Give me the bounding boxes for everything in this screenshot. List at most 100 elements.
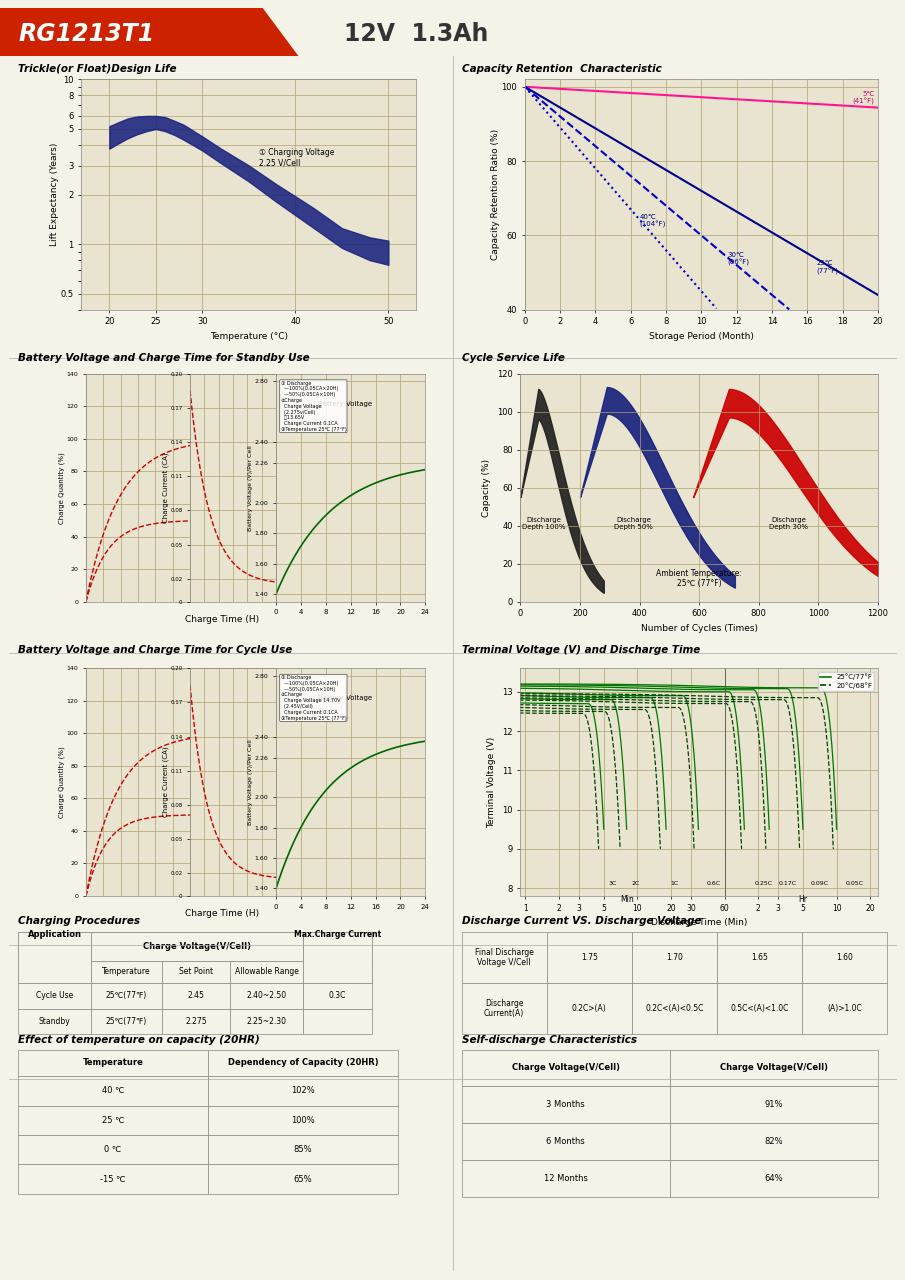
Text: 0.3C: 0.3C [329, 991, 347, 1001]
Text: 25℃(77℉): 25℃(77℉) [106, 1016, 147, 1027]
Text: Discharge
Depth 50%: Discharge Depth 50% [614, 517, 653, 530]
Y-axis label: Lift Expectancy (Years): Lift Expectancy (Years) [51, 143, 60, 246]
Bar [208, 1135, 398, 1165]
Bar [303, 932, 372, 960]
Bar [18, 960, 90, 983]
Text: 5℃
(41°F): 5℃ (41°F) [853, 91, 874, 105]
Text: (A)>1.0C: (A)>1.0C [827, 1004, 862, 1014]
Text: RG1213T1: RG1213T1 [18, 23, 155, 46]
Bar [632, 932, 717, 983]
Text: Self-discharge Characteristics: Self-discharge Characteristics [462, 1036, 636, 1046]
Bar [208, 1165, 398, 1194]
Text: Dependency of Capacity (20HR): Dependency of Capacity (20HR) [228, 1059, 378, 1068]
Text: 91%: 91% [765, 1101, 783, 1110]
Text: ① Discharge
  —100%(0.05CA×20H)
  —50%(0.05CA×10H)
②Charge
  Charge Voltage
  (2: ① Discharge —100%(0.05CA×20H) —50%(0.05C… [281, 380, 347, 431]
Bar [670, 1160, 878, 1197]
Text: 0.5C<(A)<1.0C: 0.5C<(A)<1.0C [730, 1004, 788, 1014]
Bar [18, 932, 90, 960]
Text: 2C: 2C [632, 881, 640, 886]
Bar [717, 983, 802, 1034]
Text: Battery Voltage: Battery Voltage [318, 401, 372, 407]
Bar [231, 932, 303, 960]
Y-axis label: Capacity Retention Ratio (%): Capacity Retention Ratio (%) [491, 129, 500, 260]
Bar [208, 1106, 398, 1135]
Bar [162, 932, 231, 960]
Text: Discharge
Depth 100%: Discharge Depth 100% [522, 517, 566, 530]
Bar [717, 932, 802, 983]
Y-axis label: Charge Current (CA): Charge Current (CA) [162, 746, 168, 818]
Y-axis label: Capacity (%): Capacity (%) [482, 458, 491, 517]
Text: Charge Voltage(V/Cell): Charge Voltage(V/Cell) [511, 1064, 620, 1073]
Text: 0.6C: 0.6C [707, 881, 721, 886]
Text: 1.75: 1.75 [581, 952, 597, 963]
Text: ① Charging Voltage
2.25 V/Cell: ① Charging Voltage 2.25 V/Cell [259, 148, 334, 168]
Text: Set Point: Set Point [179, 968, 214, 977]
Text: Ambient Temperature:
25℃ (77°F): Ambient Temperature: 25℃ (77°F) [656, 570, 742, 589]
Text: Cycle Service Life: Cycle Service Life [462, 353, 565, 364]
Bar [162, 960, 231, 983]
Text: Discharge
Current(A): Discharge Current(A) [484, 998, 524, 1019]
Text: 85%: 85% [294, 1146, 312, 1155]
Legend: 25°C/77°F, 20°C/68°F: 25°C/77°F, 20°C/68°F [818, 672, 874, 691]
Text: 0.2C>(A): 0.2C>(A) [572, 1004, 606, 1014]
Bar [462, 1160, 670, 1197]
Text: Hr: Hr [798, 895, 807, 904]
Bar [18, 1050, 208, 1076]
Bar [547, 932, 632, 983]
Bar [90, 1009, 162, 1034]
Text: 0.17C: 0.17C [778, 881, 796, 886]
Text: 0.25C: 0.25C [754, 881, 772, 886]
Bar [18, 1076, 208, 1106]
Bar [208, 1050, 398, 1076]
Text: Battery Voltage: Battery Voltage [318, 695, 372, 701]
Y-axis label: Charge Quantity (%): Charge Quantity (%) [59, 452, 65, 524]
Text: 2.275: 2.275 [186, 1016, 207, 1027]
Bar [303, 1009, 372, 1034]
Text: Effect of temperature on capacity (20HR): Effect of temperature on capacity (20HR) [18, 1036, 260, 1046]
Text: 1C: 1C [671, 881, 679, 886]
Text: 1.60: 1.60 [836, 952, 853, 963]
Bar [462, 1087, 670, 1124]
Bar [18, 983, 90, 1009]
Bar [208, 1076, 398, 1106]
Text: 1.65: 1.65 [751, 952, 767, 963]
Text: Temperature: Temperature [82, 1059, 144, 1068]
Text: 100%: 100% [291, 1116, 315, 1125]
X-axis label: Storage Period (Month): Storage Period (Month) [649, 332, 754, 340]
Text: 0.09C: 0.09C [811, 881, 829, 886]
Text: 12V  1.3Ah: 12V 1.3Ah [344, 23, 489, 46]
Text: 25℃(77℉): 25℃(77℉) [106, 991, 147, 1001]
Text: 2.25~2.30: 2.25~2.30 [247, 1016, 287, 1027]
Bar [462, 983, 547, 1034]
Text: 65%: 65% [294, 1175, 312, 1184]
X-axis label: Discharge Time (Min): Discharge Time (Min) [651, 918, 748, 927]
Bar [462, 1124, 670, 1160]
Text: Application: Application [27, 931, 81, 940]
Text: 12 Months: 12 Months [544, 1174, 587, 1183]
Bar [670, 1050, 878, 1087]
Bar [162, 983, 231, 1009]
Text: 2.40~2.50: 2.40~2.50 [247, 991, 287, 1001]
Y-axis label: Battery Voltage (V)/Per Cell: Battery Voltage (V)/Per Cell [248, 740, 253, 824]
Bar [90, 932, 303, 960]
Bar [802, 983, 887, 1034]
Text: Discharge Current VS. Discharge Voltage: Discharge Current VS. Discharge Voltage [462, 916, 701, 927]
Text: 64%: 64% [765, 1174, 783, 1183]
Text: Allowable Range: Allowable Range [235, 968, 299, 977]
Text: Cycle Use: Cycle Use [36, 991, 73, 1001]
Bar [231, 960, 303, 983]
Text: 3C: 3C [608, 881, 617, 886]
Bar [90, 960, 162, 983]
Text: Charge Time (H): Charge Time (H) [185, 910, 259, 919]
Bar [303, 960, 372, 983]
Y-axis label: Battery Voltage (V)/Per Cell: Battery Voltage (V)/Per Cell [248, 445, 253, 530]
Text: 102%: 102% [291, 1087, 315, 1096]
Bar [90, 932, 162, 960]
Text: Battery Voltage and Charge Time for Standby Use: Battery Voltage and Charge Time for Stan… [18, 353, 310, 364]
Y-axis label: Terminal Voltage (V): Terminal Voltage (V) [488, 736, 497, 828]
Text: 2.45: 2.45 [187, 991, 205, 1001]
Text: Battery Voltage and Charge Time for Cycle Use: Battery Voltage and Charge Time for Cycl… [18, 645, 292, 655]
Text: Capacity Retention  Characteristic: Capacity Retention Characteristic [462, 64, 662, 74]
X-axis label: Number of Cycles (Times): Number of Cycles (Times) [641, 623, 757, 632]
Y-axis label: Charge Quantity (%): Charge Quantity (%) [59, 746, 65, 818]
